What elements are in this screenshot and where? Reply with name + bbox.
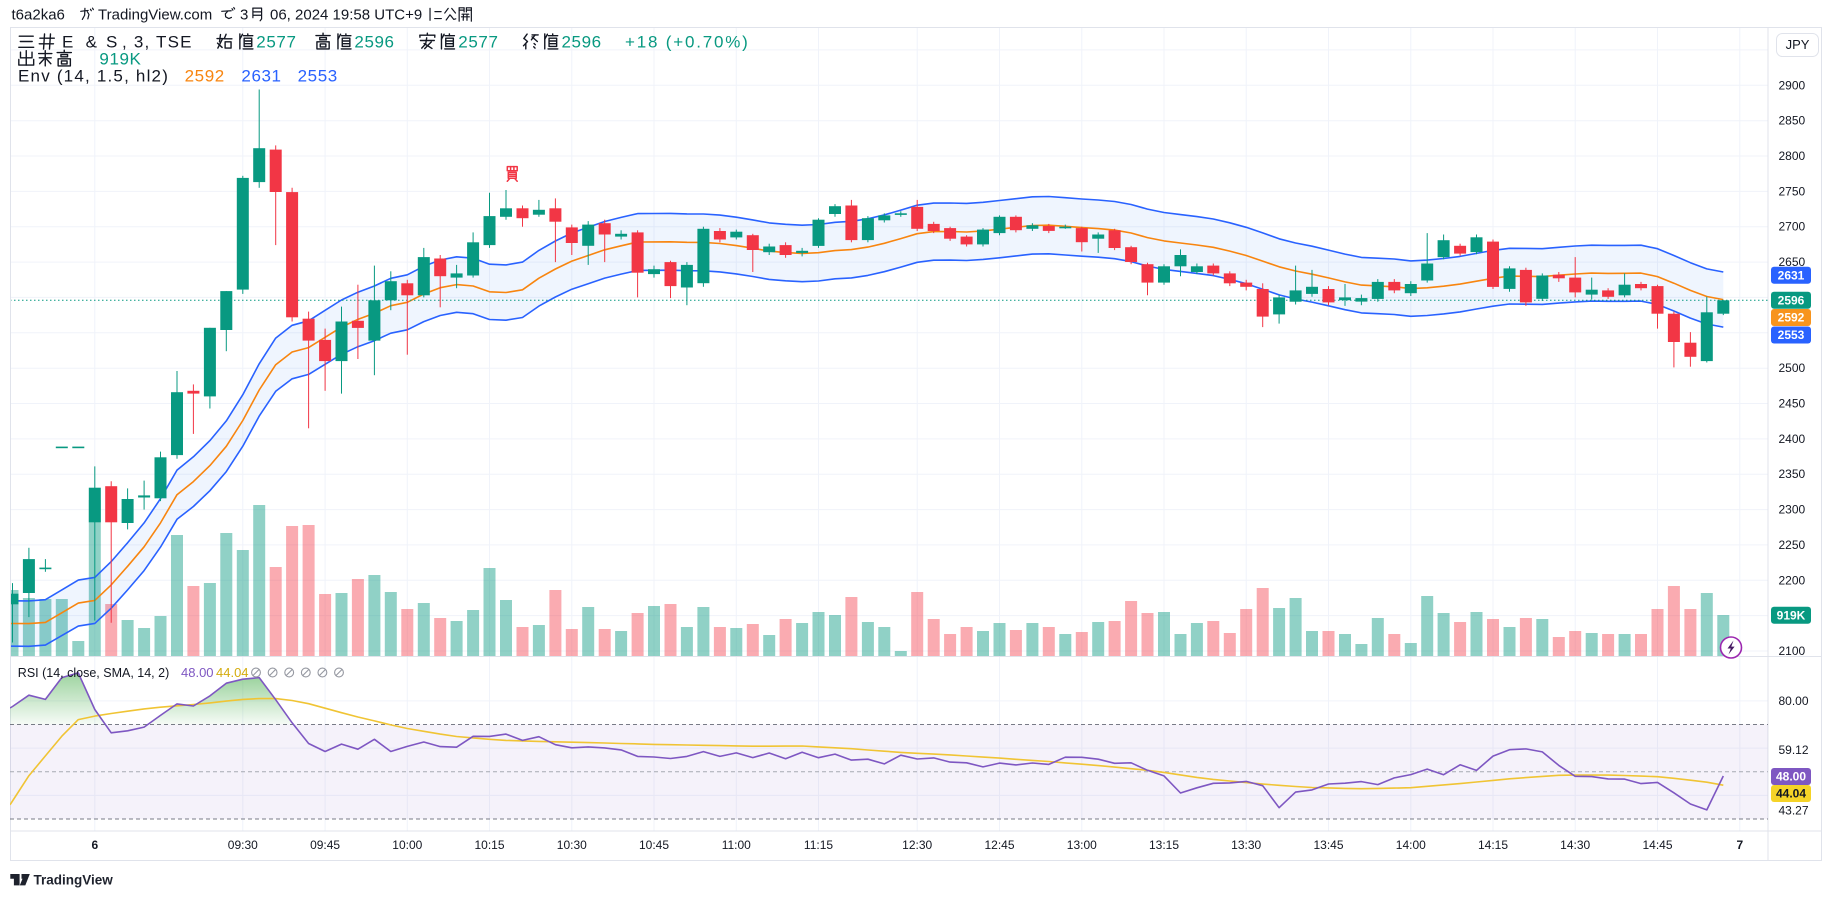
svg-text:13:15: 13:15: [1149, 838, 1179, 852]
svg-text:3: 3: [240, 7, 248, 24]
svg-text:2700: 2700: [1779, 220, 1806, 234]
svg-text:2500: 2500: [1779, 361, 1806, 375]
svg-text:09:30: 09:30: [228, 838, 258, 852]
svg-text:2750: 2750: [1779, 184, 1806, 198]
svg-text:12:45: 12:45: [984, 838, 1014, 852]
svg-text:+18 (+0.70%): +18 (+0.70%): [625, 33, 750, 52]
svg-text:13:45: 13:45: [1313, 838, 1343, 852]
svg-text:2350: 2350: [1779, 467, 1806, 481]
svg-text:2200: 2200: [1779, 573, 1806, 587]
svg-text:919K: 919K: [99, 50, 141, 69]
svg-text:TradingView.com: TradingView.com: [98, 7, 212, 24]
svg-text:14:15: 14:15: [1478, 838, 1508, 852]
svg-text:09:45: 09:45: [310, 838, 340, 852]
svg-text:2553: 2553: [1778, 328, 1805, 342]
svg-text:14:30: 14:30: [1560, 838, 1590, 852]
svg-text:80.00: 80.00: [1779, 694, 1809, 708]
svg-text:2450: 2450: [1779, 397, 1806, 411]
svg-text:14:45: 14:45: [1642, 838, 1672, 852]
svg-text:06, 2024 19:58 UTC+9: 06, 2024 19:58 UTC+9: [270, 7, 422, 24]
svg-text:Env (14, 1.5, hl2): Env (14, 1.5, hl2): [18, 67, 169, 86]
svg-text:10:30: 10:30: [557, 838, 587, 852]
svg-text:2596: 2596: [1778, 294, 1805, 308]
svg-text:2577: 2577: [256, 33, 296, 52]
svg-text:10:15: 10:15: [474, 838, 504, 852]
svg-text:2850: 2850: [1779, 114, 1806, 128]
svg-text:44.04: 44.04: [1776, 787, 1806, 801]
svg-text:2592: 2592: [1778, 311, 1805, 325]
svg-text:, 3, TSE: , 3, TSE: [122, 33, 193, 52]
svg-text:2631: 2631: [1778, 269, 1805, 283]
svg-text:&: &: [86, 33, 98, 52]
svg-text:2900: 2900: [1779, 78, 1806, 92]
svg-text:2596: 2596: [562, 33, 602, 52]
svg-text:2631: 2631: [241, 67, 281, 86]
svg-text:2100: 2100: [1779, 644, 1806, 658]
svg-text:48.00: 48.00: [181, 665, 214, 680]
svg-text:44.04: 44.04: [216, 665, 249, 680]
svg-text:6: 6: [91, 838, 98, 852]
svg-text:t6a2ka6: t6a2ka6: [12, 7, 65, 24]
svg-text:59.12: 59.12: [1779, 743, 1809, 757]
svg-text:2553: 2553: [298, 67, 338, 86]
svg-text:E: E: [62, 33, 73, 52]
svg-text:2650: 2650: [1779, 255, 1806, 269]
svg-text:S: S: [106, 33, 117, 52]
svg-text:TradingView: TradingView: [34, 873, 114, 888]
svg-text:2592: 2592: [185, 67, 225, 86]
svg-text:13:00: 13:00: [1067, 838, 1097, 852]
svg-text:48.00: 48.00: [1776, 770, 1806, 784]
svg-text:2800: 2800: [1779, 149, 1806, 163]
svg-text:12:30: 12:30: [902, 838, 932, 852]
svg-text:7: 7: [1736, 838, 1743, 852]
svg-text:11:00: 11:00: [722, 838, 751, 852]
svg-text:2577: 2577: [458, 33, 498, 52]
svg-text:11:15: 11:15: [804, 838, 833, 852]
svg-text:14:00: 14:00: [1396, 838, 1426, 852]
svg-text:10:00: 10:00: [392, 838, 422, 852]
svg-text:2300: 2300: [1779, 503, 1806, 517]
svg-text:919K: 919K: [1777, 609, 1806, 623]
svg-text:RSI (14, close, SMA, 14, 2): RSI (14, close, SMA, 14, 2): [18, 666, 169, 680]
svg-text:2400: 2400: [1779, 432, 1806, 446]
svg-text:2596: 2596: [354, 33, 394, 52]
svg-text:13:30: 13:30: [1231, 838, 1261, 852]
svg-text:2250: 2250: [1779, 538, 1806, 552]
svg-text:43.27: 43.27: [1779, 804, 1809, 818]
svg-text:10:45: 10:45: [639, 838, 669, 852]
svg-text:JPY: JPY: [1786, 37, 1810, 52]
